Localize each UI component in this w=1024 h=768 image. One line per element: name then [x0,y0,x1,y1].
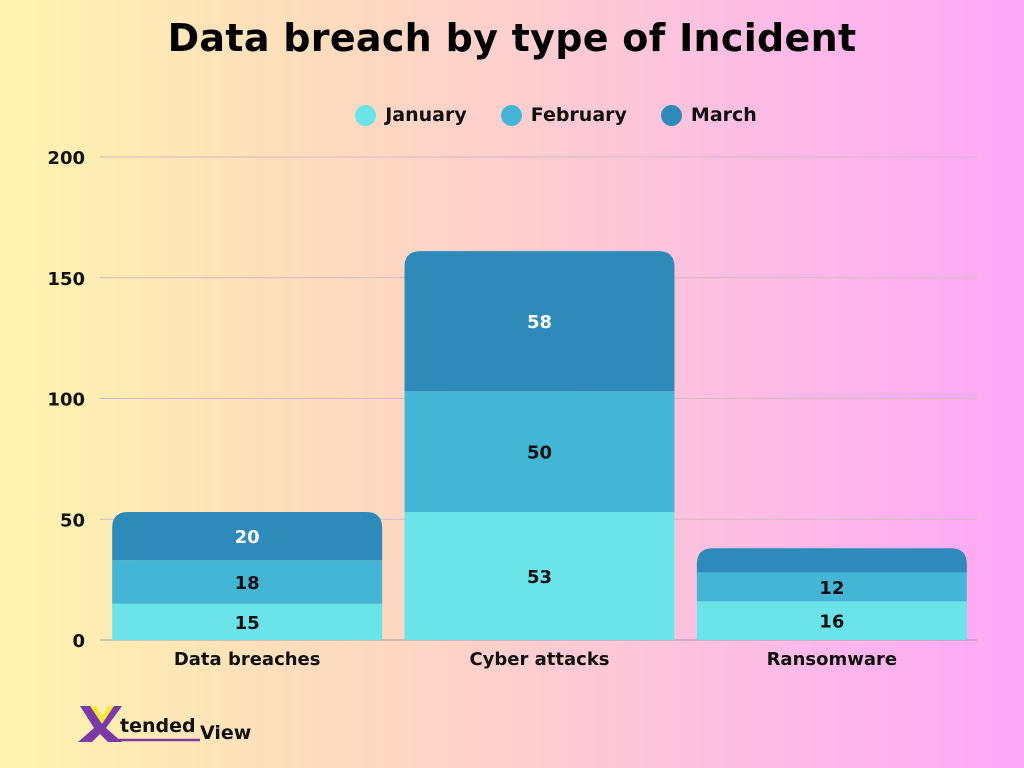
svg-text:tended: tended [120,715,196,737]
bar-segment-january [404,512,675,640]
bar-segment-february [404,391,675,513]
data-label: 53 [527,567,552,588]
legend-label: February [530,104,627,126]
x-tick-label: Cyber attacks [469,649,609,670]
data-label: 20 [235,527,260,548]
bar-segment-march [404,251,675,392]
x-tick-label: Data breaches [174,649,321,670]
x-tick-label: Ransomware [767,649,898,670]
bar-segment-january [112,603,383,640]
bar-segment-february [696,572,967,602]
data-label: 12 [819,578,844,599]
y-tick-label: 150 [47,269,85,290]
data-label: 50 [527,443,552,464]
legend-swatch [660,104,682,126]
legend-swatch [355,104,377,126]
bar-segment-march [112,512,383,561]
legend: January February March [44,104,1024,126]
legend-label: January [385,104,467,126]
svg-text:View: View [200,722,251,744]
bar-segment-march [696,548,967,573]
y-tick-label: 50 [60,510,85,531]
legend-swatch [500,104,522,126]
data-label: 16 [819,612,844,633]
data-label: 18 [235,573,260,594]
y-tick-label: 200 [47,148,85,169]
y-tick-label: 0 [72,631,85,652]
bar-segment-february [112,560,383,604]
y-tick-label: 100 [47,390,85,411]
chart-title: Data breach by type of Incident [167,16,857,60]
data-label: 58 [527,312,552,333]
legend-item-march: March [660,104,757,126]
legend-label: March [690,104,757,126]
bar-segment-january [696,601,967,640]
xtendedview-logo: tended View [78,706,251,744]
legend-item-february: February [500,104,627,126]
legend-item-january: January [355,104,467,126]
data-label: 15 [235,613,260,634]
